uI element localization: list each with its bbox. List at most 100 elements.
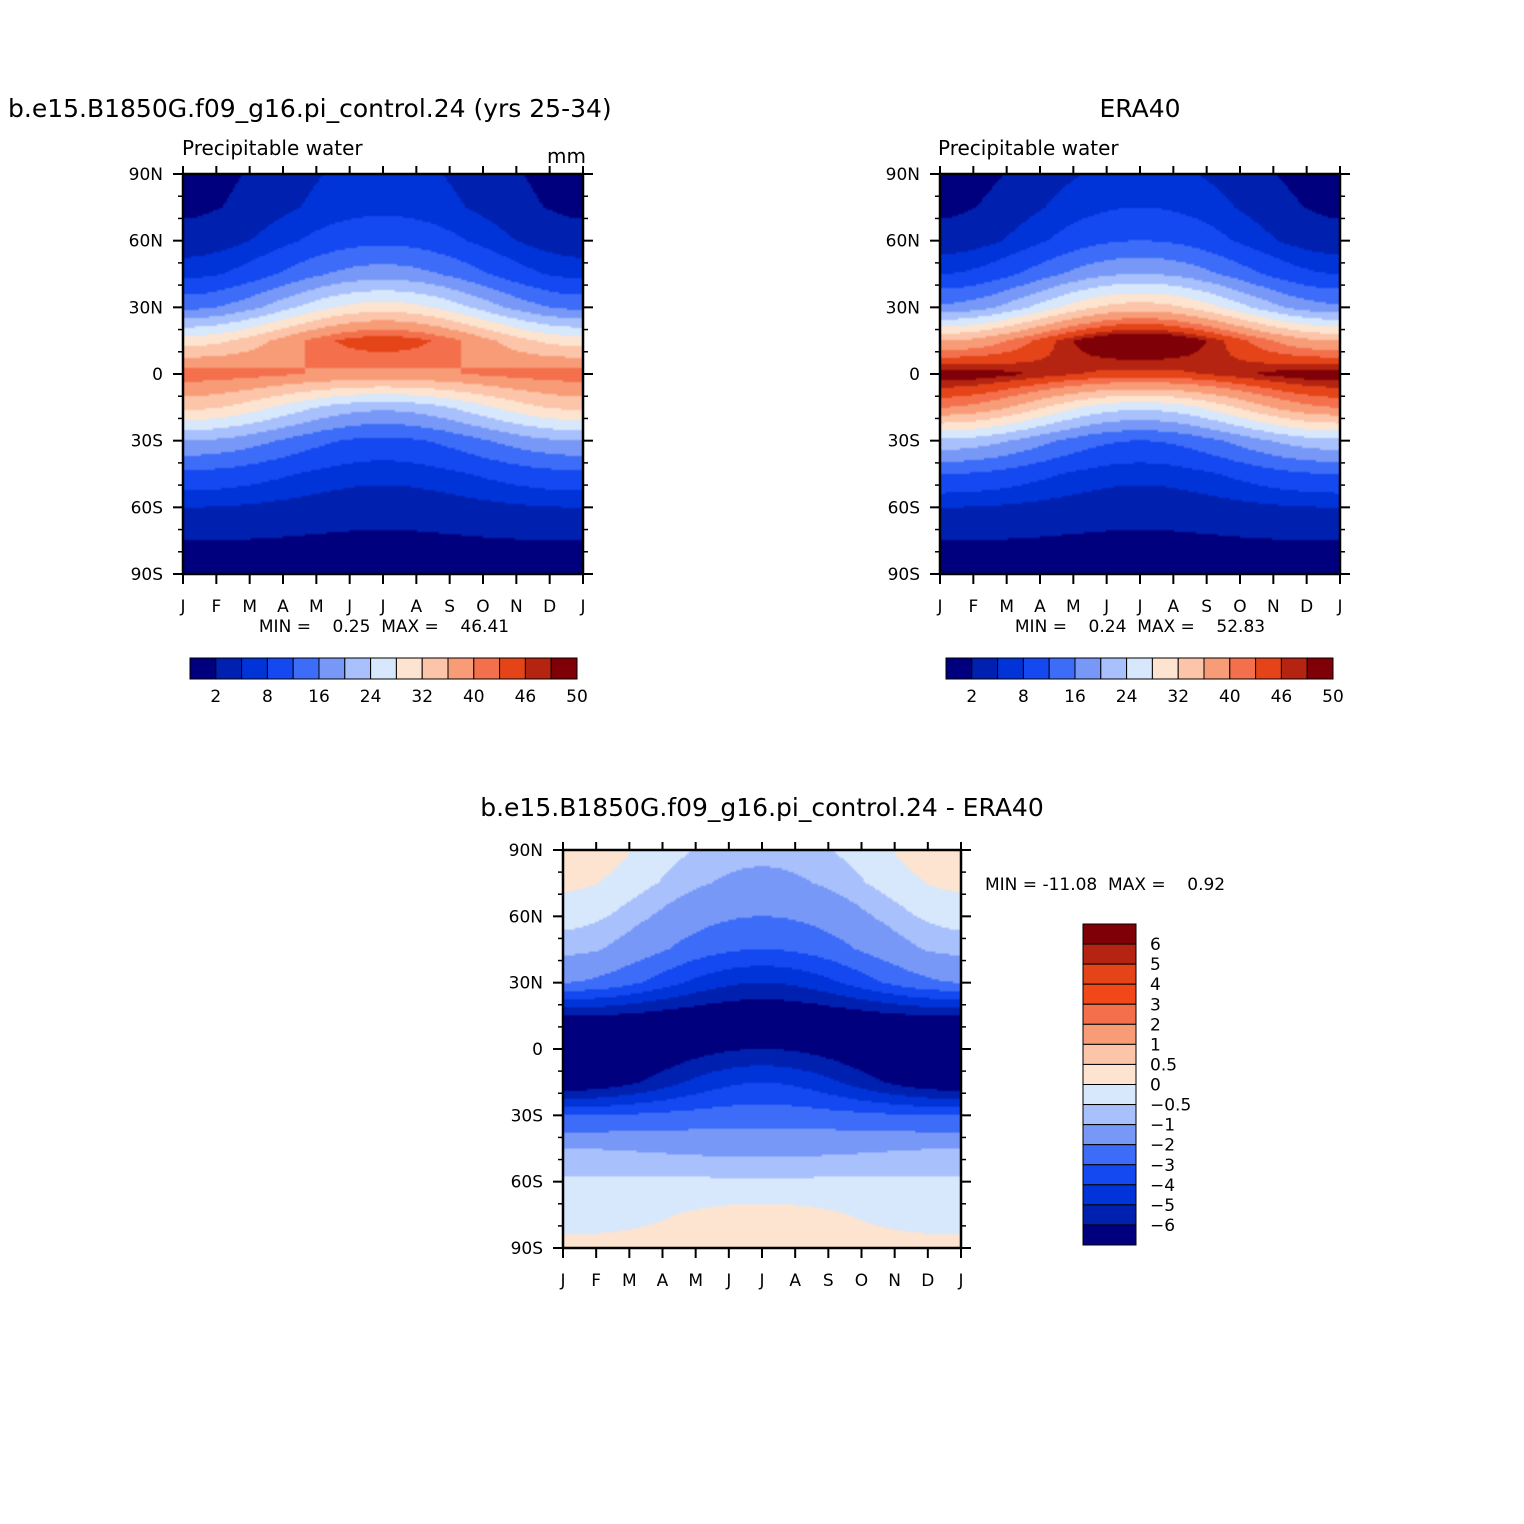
colorbar-swatch	[266, 657, 294, 680]
panel-era40-subtitle: Precipitable water	[938, 136, 1119, 160]
colorbar-label: 8	[1018, 687, 1029, 707]
colorbar-swatch	[971, 657, 999, 680]
x-tick-label: A	[1034, 597, 1046, 617]
x-tick-label: J	[725, 1271, 731, 1291]
y-tick-label: 60N	[509, 907, 543, 927]
heatmap-field	[563, 850, 961, 1248]
colorbar-label: 2	[966, 687, 977, 707]
x-tick-label: A	[789, 1271, 801, 1291]
colorbar-label: −3	[1150, 1156, 1175, 1176]
colorbar-label: 50	[1322, 687, 1344, 707]
x-tick-label: J	[758, 1271, 764, 1291]
y-tick-label: 60S	[888, 498, 920, 518]
panel-model: b.e15.B1850G.f09_g16.pi_control.24 (yrs …	[8, 94, 612, 707]
y-tick-label: 90S	[131, 565, 163, 585]
colorbar-label: 16	[308, 687, 330, 707]
heatmap-field	[940, 174, 1340, 574]
x-tick-label: J	[936, 597, 942, 617]
x-tick-label: M	[309, 597, 324, 617]
x-tick-label: O	[855, 1271, 868, 1291]
colorbar-swatch	[1082, 923, 1137, 945]
y-tick-label: 30S	[888, 432, 920, 452]
colorbar-swatch	[344, 657, 372, 680]
colorbar-label: 32	[411, 687, 433, 707]
x-tick-label: J	[179, 597, 185, 617]
colorbar-swatch	[1048, 657, 1076, 680]
colorbar-label: −0.5	[1150, 1096, 1191, 1116]
x-tick-label: J	[579, 597, 585, 617]
x-tick-label: F	[211, 597, 221, 617]
x-tick-label: O	[1233, 597, 1246, 617]
y-tick-label: 0	[909, 365, 920, 385]
colorbar-swatch	[1229, 657, 1257, 680]
x-tick-label: A	[411, 597, 423, 617]
colorbar-swatch	[1074, 657, 1102, 680]
panel-model-subtitle: Precipitable water	[182, 136, 363, 160]
panel-difference-title: b.e15.B1850G.f09_g16.pi_control.24 - ERA…	[480, 793, 1044, 822]
colorbar-swatch	[997, 657, 1024, 680]
x-tick-label: J	[346, 597, 352, 617]
colorbar-swatch	[395, 657, 423, 680]
x-tick-label: F	[591, 1271, 601, 1291]
y-tick-label: 60N	[129, 232, 163, 252]
colorbar-swatch	[1082, 1043, 1137, 1065]
colorbar-swatch	[1203, 657, 1231, 680]
colorbar-swatch	[1177, 657, 1205, 680]
x-tick-label: J	[1336, 597, 1342, 617]
colorbar-label: 46	[515, 687, 537, 707]
colorbar-label: 40	[463, 687, 485, 707]
heatmap-field	[183, 174, 583, 574]
x-tick-label: M	[242, 597, 257, 617]
x-tick-label: S	[823, 1271, 834, 1291]
colorbar-label: 1	[1150, 1035, 1161, 1055]
x-tick-label: J	[1136, 597, 1142, 617]
x-tick-label: D	[1300, 597, 1313, 617]
y-tick-label: 60S	[511, 1173, 543, 1193]
colorbar-label: 2	[210, 687, 221, 707]
colorbar-swatch	[215, 657, 243, 680]
x-tick-label: A	[657, 1271, 669, 1291]
colorbar-swatch	[318, 657, 346, 680]
x-tick-label: J	[559, 1271, 565, 1291]
colorbar-label: 2	[1150, 1015, 1161, 1035]
x-tick-label: D	[921, 1271, 934, 1291]
colorbar-label: 40	[1219, 687, 1241, 707]
colorbar-swatch	[1082, 1184, 1137, 1206]
y-tick-label: 60N	[886, 232, 920, 252]
colorbar-swatch	[1082, 1104, 1137, 1126]
colorbar-label: −2	[1150, 1136, 1175, 1156]
x-tick-label: M	[688, 1271, 703, 1291]
panel-era40-min-max: MIN = 0.24 MAX = 52.83	[1015, 617, 1265, 637]
x-tick-label: F	[968, 597, 978, 617]
colorbar-label: −1	[1150, 1116, 1175, 1136]
colorbar-label: 0.5	[1150, 1055, 1177, 1075]
colorbar-label: 5	[1150, 955, 1161, 975]
panel-model-min-max: MIN = 0.25 MAX = 46.41	[259, 617, 509, 637]
x-tick-label: N	[510, 597, 523, 617]
colorbar-swatch	[447, 657, 475, 680]
y-tick-label: 90N	[509, 841, 543, 861]
panel-difference-min-max: MIN = -11.08 MAX = 0.92	[985, 875, 1225, 895]
colorbar-label: 24	[360, 687, 382, 707]
colorbar-swatch	[370, 657, 397, 680]
x-tick-label: N	[888, 1271, 901, 1291]
y-tick-label: 90S	[888, 565, 920, 585]
y-tick-label: 30N	[886, 298, 920, 318]
x-tick-label: M	[1066, 597, 1081, 617]
colorbar-swatch	[1082, 943, 1137, 965]
colorbar-label: 6	[1150, 935, 1161, 955]
y-tick-label: 30S	[511, 1106, 543, 1126]
colorbar-swatch	[945, 657, 973, 680]
y-tick-label: 90N	[886, 165, 920, 185]
y-tick-label: 60S	[131, 498, 163, 518]
x-tick-label: A	[1168, 597, 1180, 617]
colorbar-swatch	[473, 657, 501, 680]
colorbar-swatch	[1082, 1063, 1137, 1085]
colorbar-label: 4	[1150, 975, 1161, 995]
x-tick-label: J	[1103, 597, 1109, 617]
colorbar-swatch	[1280, 657, 1308, 680]
colorbar-swatch	[1126, 657, 1153, 680]
colorbar-swatch	[550, 657, 578, 680]
colorbar-label: 50	[566, 687, 588, 707]
